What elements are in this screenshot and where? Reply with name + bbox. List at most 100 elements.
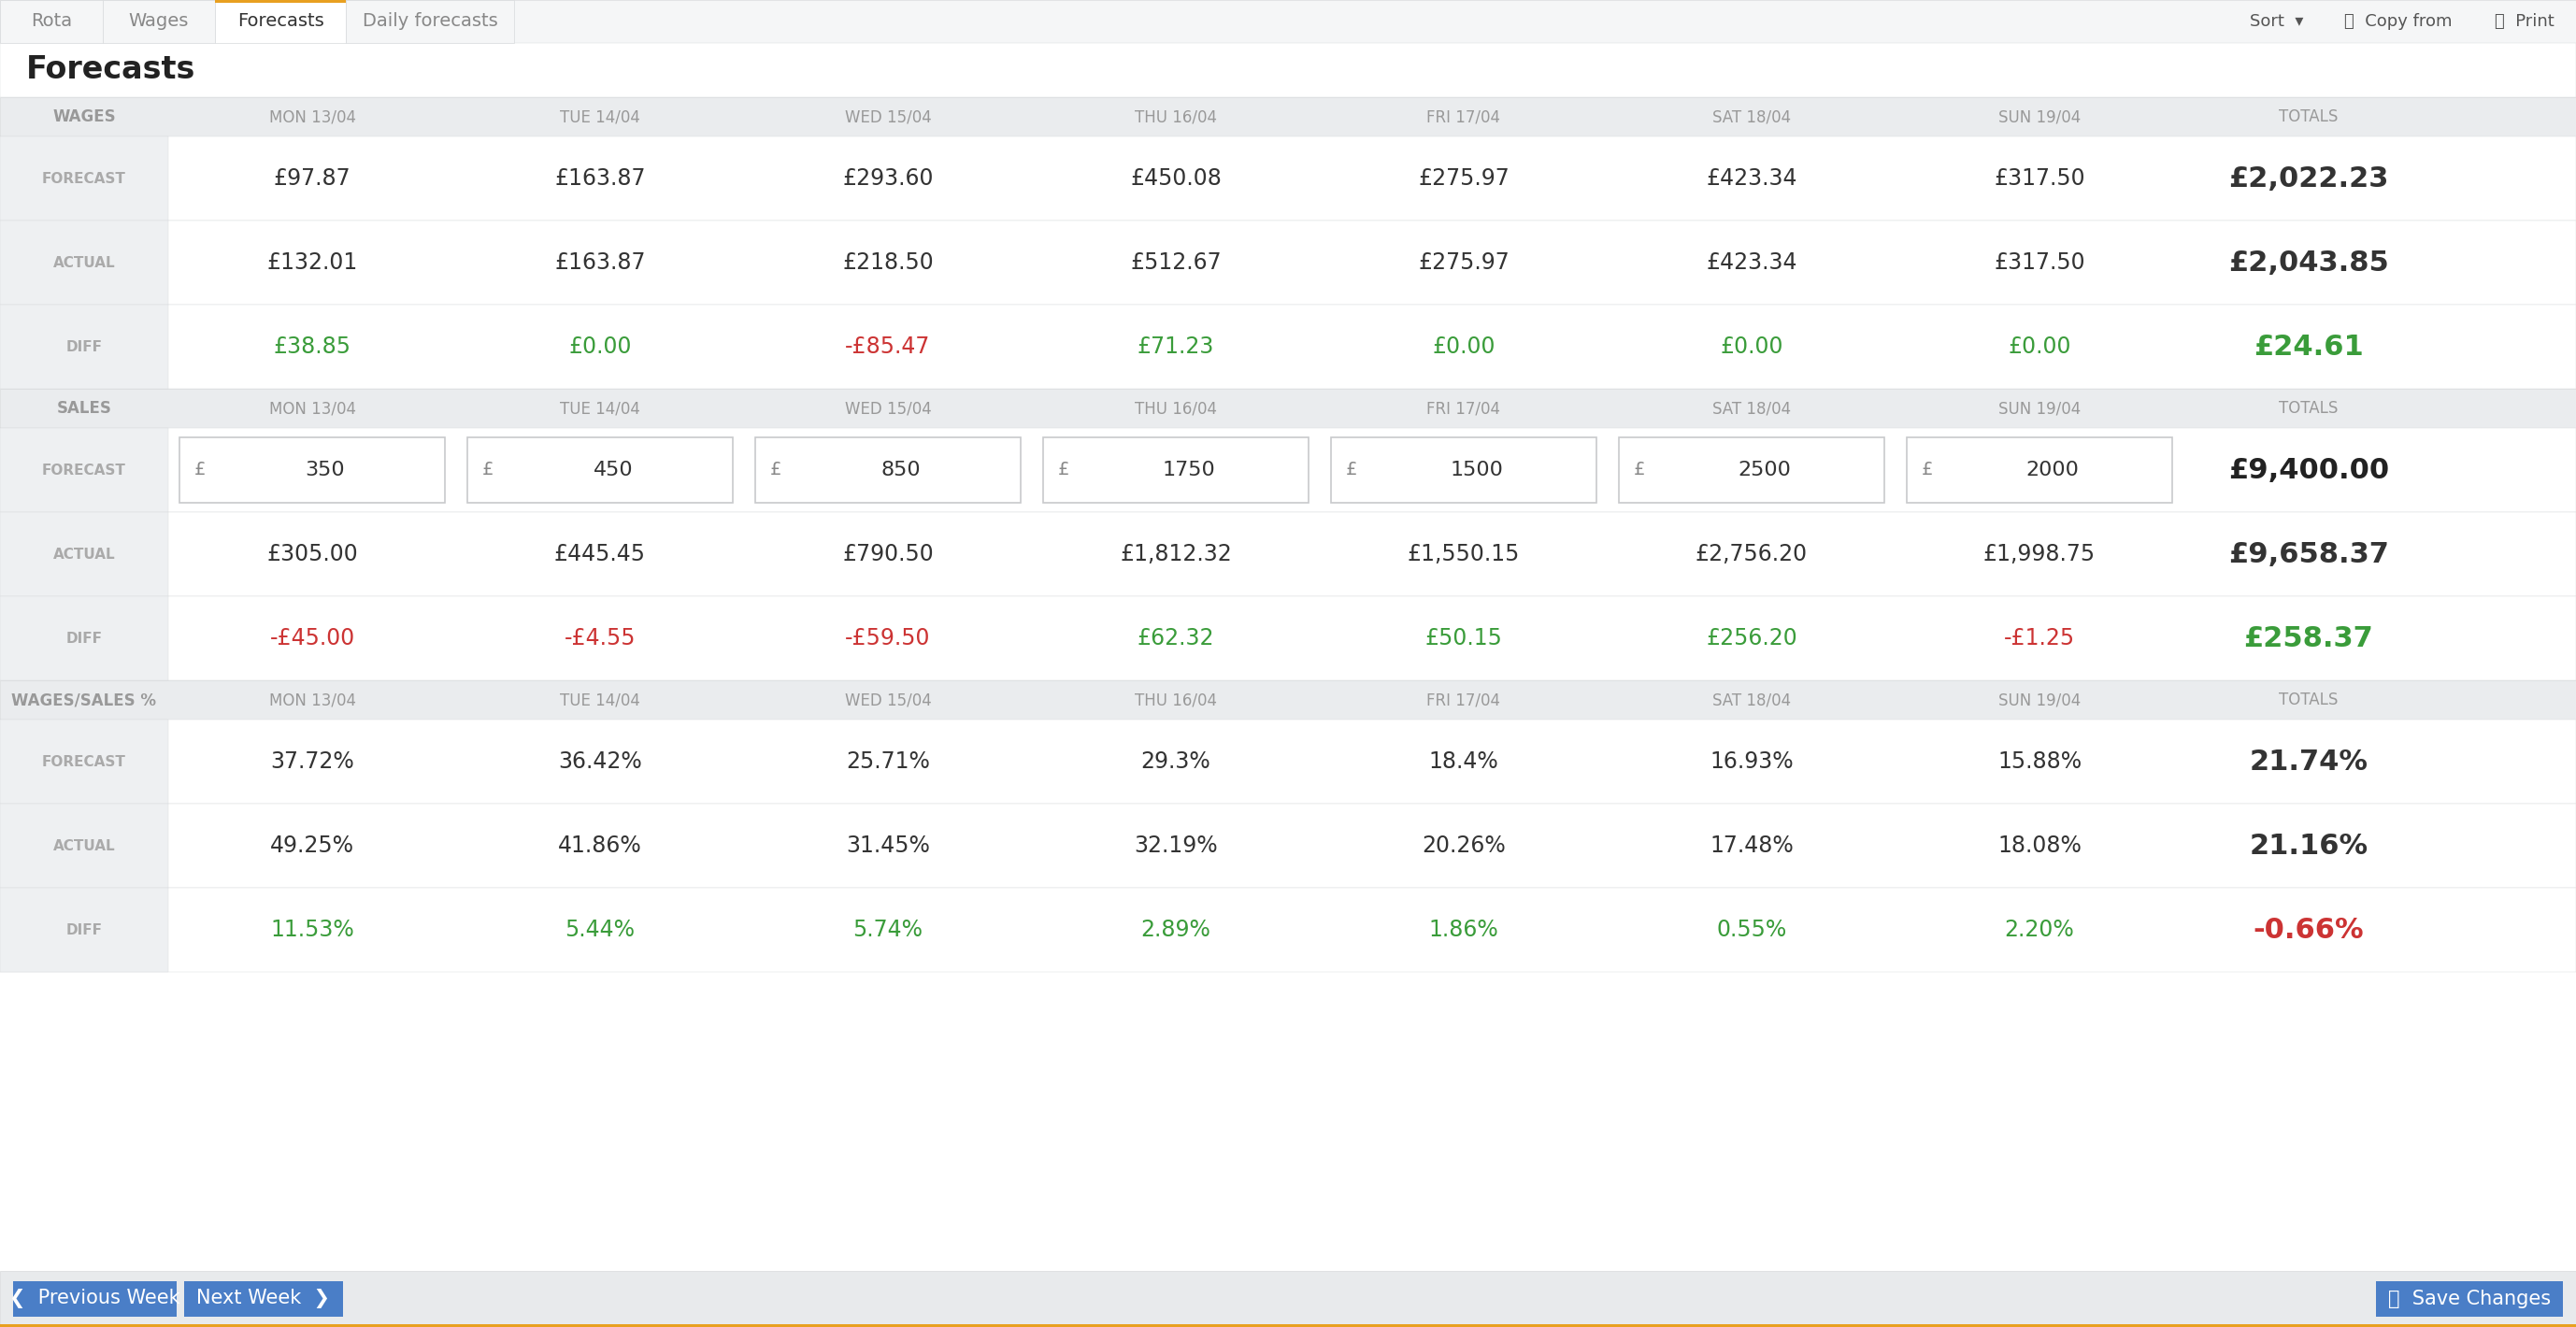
Text: 📄  Copy from: 📄 Copy from xyxy=(2344,13,2452,31)
Text: ❮  Previous Week: ❮ Previous Week xyxy=(10,1289,180,1308)
FancyBboxPatch shape xyxy=(0,804,2576,888)
Text: SUN 19/04: SUN 19/04 xyxy=(1999,691,2081,709)
Text: £0.00: £0.00 xyxy=(569,336,631,358)
Text: 25.71%: 25.71% xyxy=(845,750,930,772)
Text: £293.60: £293.60 xyxy=(842,167,933,190)
Text: TOTALS: TOTALS xyxy=(2280,399,2339,417)
Text: TUE 14/04: TUE 14/04 xyxy=(559,691,641,709)
FancyBboxPatch shape xyxy=(0,137,167,220)
Text: 21.16%: 21.16% xyxy=(2249,832,2367,860)
Text: £790.50: £790.50 xyxy=(842,543,933,565)
Text: £275.97: £275.97 xyxy=(1417,251,1510,273)
Text: WAGES/SALES %: WAGES/SALES % xyxy=(13,691,157,709)
Text: £423.34: £423.34 xyxy=(1705,251,1798,273)
Text: 41.86%: 41.86% xyxy=(559,835,641,857)
Text: £163.87: £163.87 xyxy=(554,251,647,273)
Text: MON 13/04: MON 13/04 xyxy=(268,109,355,125)
Text: 17.48%: 17.48% xyxy=(1710,835,1793,857)
Text: MON 13/04: MON 13/04 xyxy=(268,399,355,417)
Text: TOTALS: TOTALS xyxy=(2280,691,2339,709)
Text: £24.61: £24.61 xyxy=(2254,333,2365,360)
Text: 20.26%: 20.26% xyxy=(1422,835,1504,857)
Text: MON 13/04: MON 13/04 xyxy=(268,691,355,709)
Text: £1,998.75: £1,998.75 xyxy=(1984,543,2097,565)
FancyBboxPatch shape xyxy=(183,1281,343,1316)
Text: £512.67: £512.67 xyxy=(1131,251,1221,273)
Text: 29.3%: 29.3% xyxy=(1141,750,1211,772)
Text: Rota: Rota xyxy=(31,13,72,31)
Text: £1,812.32: £1,812.32 xyxy=(1121,543,1231,565)
Text: Wages: Wages xyxy=(129,13,188,31)
Text: -£1.25: -£1.25 xyxy=(2004,628,2076,649)
FancyBboxPatch shape xyxy=(0,0,2576,42)
Text: Next Week  ❯: Next Week ❯ xyxy=(196,1289,330,1308)
Text: 💾  Save Changes: 💾 Save Changes xyxy=(2388,1290,2550,1308)
Text: £275.97: £275.97 xyxy=(1417,167,1510,190)
Text: 1.86%: 1.86% xyxy=(1430,918,1499,941)
FancyBboxPatch shape xyxy=(0,804,167,888)
Text: £2,043.85: £2,043.85 xyxy=(2228,249,2388,276)
FancyBboxPatch shape xyxy=(2375,1281,2563,1316)
Text: £163.87: £163.87 xyxy=(554,167,647,190)
Text: TUE 14/04: TUE 14/04 xyxy=(559,399,641,417)
Text: £62.32: £62.32 xyxy=(1136,628,1213,649)
Text: DIFF: DIFF xyxy=(67,340,103,354)
Text: 2.20%: 2.20% xyxy=(2004,918,2074,941)
Text: 37.72%: 37.72% xyxy=(270,750,353,772)
Text: 31.45%: 31.45% xyxy=(845,835,930,857)
FancyBboxPatch shape xyxy=(0,1271,2576,1327)
Text: Forecasts: Forecasts xyxy=(237,13,325,31)
Text: 18.08%: 18.08% xyxy=(1996,835,2081,857)
Text: THU 16/04: THU 16/04 xyxy=(1133,399,1216,417)
Text: -£4.55: -£4.55 xyxy=(564,628,636,649)
FancyBboxPatch shape xyxy=(103,0,214,42)
Text: 350: 350 xyxy=(307,460,345,479)
FancyBboxPatch shape xyxy=(0,305,2576,389)
Text: 0.55%: 0.55% xyxy=(1716,918,1788,941)
Text: £1,550.15: £1,550.15 xyxy=(1406,543,1520,565)
Text: £97.87: £97.87 xyxy=(273,167,350,190)
Text: FRI 17/04: FRI 17/04 xyxy=(1427,109,1502,125)
Text: -£45.00: -£45.00 xyxy=(270,628,355,649)
Text: 21.74%: 21.74% xyxy=(2249,748,2367,775)
Text: £218.50: £218.50 xyxy=(842,251,933,273)
FancyBboxPatch shape xyxy=(0,596,2576,681)
Text: SAT 18/04: SAT 18/04 xyxy=(1713,399,1790,417)
Text: SUN 19/04: SUN 19/04 xyxy=(1999,109,2081,125)
Text: £256.20: £256.20 xyxy=(1705,628,1798,649)
Text: SALES: SALES xyxy=(57,399,111,417)
Text: £450.08: £450.08 xyxy=(1131,167,1221,190)
Text: £: £ xyxy=(770,462,781,479)
Text: WED 15/04: WED 15/04 xyxy=(845,399,933,417)
Text: 1500: 1500 xyxy=(1450,460,1504,479)
Text: 850: 850 xyxy=(881,460,922,479)
Text: TUE 14/04: TUE 14/04 xyxy=(559,109,641,125)
Text: SAT 18/04: SAT 18/04 xyxy=(1713,109,1790,125)
Text: -0.66%: -0.66% xyxy=(2254,916,2365,943)
Text: 11.53%: 11.53% xyxy=(270,918,353,941)
Text: FRI 17/04: FRI 17/04 xyxy=(1427,399,1502,417)
Text: £: £ xyxy=(1922,462,1932,479)
Text: 1750: 1750 xyxy=(1162,460,1216,479)
FancyBboxPatch shape xyxy=(0,719,167,804)
Text: £0.00: £0.00 xyxy=(1432,336,1494,358)
FancyBboxPatch shape xyxy=(214,0,345,42)
Text: 32.19%: 32.19% xyxy=(1133,835,1218,857)
Text: SUN 19/04: SUN 19/04 xyxy=(1999,399,2081,417)
Text: 15.88%: 15.88% xyxy=(1996,750,2081,772)
Text: ACTUAL: ACTUAL xyxy=(54,256,116,269)
Text: SAT 18/04: SAT 18/04 xyxy=(1713,691,1790,709)
Text: THU 16/04: THU 16/04 xyxy=(1133,109,1216,125)
FancyBboxPatch shape xyxy=(1906,438,2172,503)
Text: WED 15/04: WED 15/04 xyxy=(845,691,933,709)
FancyBboxPatch shape xyxy=(1618,438,1883,503)
FancyBboxPatch shape xyxy=(1043,438,1309,503)
Text: £9,400.00: £9,400.00 xyxy=(2228,456,2388,483)
Text: ACTUAL: ACTUAL xyxy=(54,839,116,853)
Text: Sort  ▾: Sort ▾ xyxy=(2249,13,2303,31)
FancyBboxPatch shape xyxy=(0,512,2576,596)
FancyBboxPatch shape xyxy=(180,438,446,503)
Text: Forecasts: Forecasts xyxy=(26,54,196,85)
Text: £0.00: £0.00 xyxy=(1721,336,1783,358)
FancyBboxPatch shape xyxy=(0,681,2576,719)
